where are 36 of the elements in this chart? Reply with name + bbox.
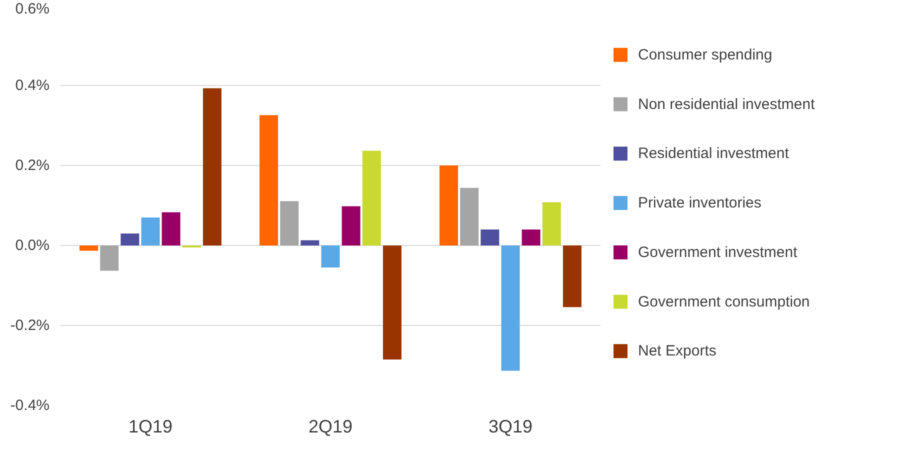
y-tick-label: -0.4% bbox=[10, 397, 50, 414]
legend-label: Government investment bbox=[638, 244, 798, 261]
bar bbox=[382, 246, 402, 360]
y-tick-label: -0.2% bbox=[10, 317, 50, 334]
y-tick-label: 0.4% bbox=[15, 77, 50, 94]
bar bbox=[440, 166, 458, 246]
bar bbox=[162, 212, 180, 246]
legend-label: Residential investment bbox=[638, 145, 790, 162]
bar bbox=[321, 246, 340, 268]
bar bbox=[141, 218, 160, 246]
legend-label: Net Exports bbox=[638, 342, 716, 360]
bar bbox=[542, 202, 561, 246]
bar bbox=[100, 246, 119, 271]
legend-label: Non residential investment bbox=[638, 96, 816, 113]
bar bbox=[342, 206, 360, 246]
x-tick-label: 2Q19 bbox=[308, 416, 353, 436]
bar bbox=[501, 246, 520, 371]
bar bbox=[480, 230, 500, 246]
legend-label: Consumer spending bbox=[638, 46, 772, 64]
bar bbox=[260, 115, 278, 246]
legend-label: Government consumption bbox=[638, 293, 810, 310]
bar bbox=[120, 234, 140, 246]
bar bbox=[280, 201, 299, 246]
y-tick-label: 0.2% bbox=[15, 157, 50, 174]
x-tick-label: 1Q19 bbox=[128, 416, 173, 436]
bar bbox=[362, 150, 381, 246]
legend-label: Private inventories bbox=[638, 194, 762, 212]
bar bbox=[460, 188, 479, 246]
bar bbox=[202, 88, 222, 246]
x-tick-label: 3Q19 bbox=[488, 416, 533, 436]
bar bbox=[562, 246, 582, 308]
y-tick-label: 0.0% bbox=[15, 237, 50, 254]
y-tick-label: 0.6% bbox=[15, 0, 50, 18]
bar bbox=[80, 246, 98, 251]
bar bbox=[300, 240, 320, 246]
bar bbox=[522, 230, 540, 246]
